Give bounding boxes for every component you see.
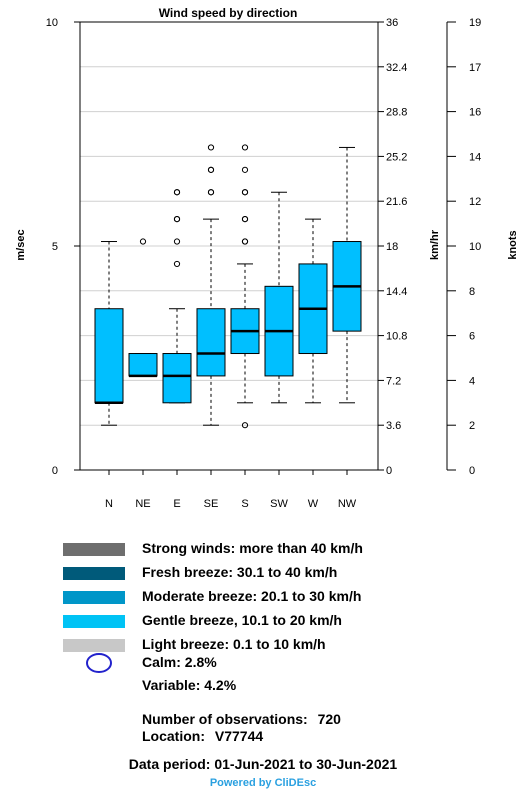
box-N	[94, 308, 124, 404]
outlier-point	[241, 144, 249, 151]
knots-tick-label: 16	[469, 107, 481, 119]
outlier-point	[207, 166, 215, 173]
legend-swatch	[63, 543, 125, 556]
knots-tick-label: 4	[469, 375, 475, 387]
outlier-point	[241, 422, 249, 429]
chart-title: Wind speed by direction	[159, 6, 298, 20]
category-label: E	[173, 498, 180, 510]
kmh-tick-label: 14.4	[386, 286, 407, 298]
kmh-tick-label: 21.6	[386, 196, 407, 208]
msec-tick-label: 10	[46, 17, 58, 29]
knots-tick-label: 10	[469, 241, 481, 253]
category-label: NE	[135, 498, 150, 510]
knots-tick-label: 17	[469, 62, 481, 74]
legend-label: Strong winds: more than 40 km/h	[142, 540, 363, 556]
kmh-tick-label: 18	[386, 241, 398, 253]
outlier-point	[207, 144, 215, 151]
category-label: W	[308, 498, 319, 510]
kmh-tick-label: 36	[386, 17, 398, 29]
location-label: Location:	[142, 728, 205, 744]
outlier-point	[241, 238, 249, 245]
category-label: S	[241, 498, 248, 510]
wind-speed-boxplot: Wind speed by direction m/sec km/hr knot…	[15, 6, 519, 510]
knots-tick-label: 8	[469, 286, 475, 298]
outlier-point	[173, 216, 181, 223]
legend-label: Light breeze: 0.1 to 10 km/h	[142, 636, 326, 652]
kmh-tick-label: 10.8	[386, 331, 407, 343]
knots-tick-label: 0	[469, 465, 475, 477]
outlier-point	[173, 189, 181, 196]
knots-tick-label: 2	[469, 420, 475, 432]
ylabel-right-kmh: km/hr	[429, 229, 441, 260]
box-NE	[128, 353, 158, 377]
knots-tick-label: 19	[469, 17, 481, 29]
category-label: N	[105, 498, 113, 510]
knots-tick-label: 14	[469, 151, 481, 163]
legend-label: Moderate breeze: 20.1 to 30 km/h	[142, 588, 362, 604]
calm-label: Calm: 2.8%	[142, 654, 217, 670]
category-label: SE	[204, 498, 219, 510]
ylabel-right-knots: knots	[507, 230, 519, 259]
kmh-tick-label: 32.4	[386, 62, 407, 74]
outlier-point	[173, 238, 181, 245]
location-value: V77744	[214, 728, 264, 744]
category-label: NW	[338, 498, 357, 510]
powered-by-link[interactable]: Powered by CliDEsc	[209, 777, 317, 789]
outlier-point	[241, 216, 249, 223]
outlier-point	[241, 189, 249, 196]
knots-tick-label: 12	[469, 196, 481, 208]
variable-label: Variable: 4.2%	[142, 677, 237, 693]
legend-label: Fresh breeze: 30.1 to 40 km/h	[142, 564, 338, 580]
legend-swatch	[63, 567, 125, 580]
outlier-point	[173, 260, 181, 268]
category-label: SW	[270, 498, 288, 510]
observations-line: Number of observations: 720	[142, 711, 341, 727]
observations-label: Number of observations:	[142, 711, 308, 727]
kmh-tick-label: 25.2	[386, 151, 407, 163]
observations-value: 720	[317, 711, 341, 727]
legend-label: Gentle breeze, 10.1 to 20 km/h	[142, 612, 342, 628]
kmh-tick-label: 28.8	[386, 107, 407, 119]
calm-circle-icon	[86, 653, 112, 673]
ylabel-left: m/sec	[15, 229, 27, 260]
msec-tick-label: 0	[52, 465, 58, 477]
legend-swatch	[63, 639, 125, 652]
legend-swatch	[63, 591, 125, 604]
knots-tick-label: 6	[469, 331, 475, 343]
msec-tick-label: 5	[52, 241, 58, 253]
kmh-tick-label: 0	[386, 465, 392, 477]
legend-swatch	[63, 615, 125, 628]
data-period: Data period: 01-Jun-2021 to 30-Jun-2021	[128, 756, 398, 772]
outlier-point	[139, 238, 147, 245]
box-E	[162, 353, 192, 404]
outlier-point	[241, 166, 249, 173]
kmh-tick-label: 7.2	[386, 375, 401, 387]
kmh-tick-label: 3.6	[386, 420, 401, 432]
location-line: Location: V77744	[142, 728, 263, 744]
box-SE	[196, 308, 226, 377]
outlier-point	[207, 189, 215, 196]
